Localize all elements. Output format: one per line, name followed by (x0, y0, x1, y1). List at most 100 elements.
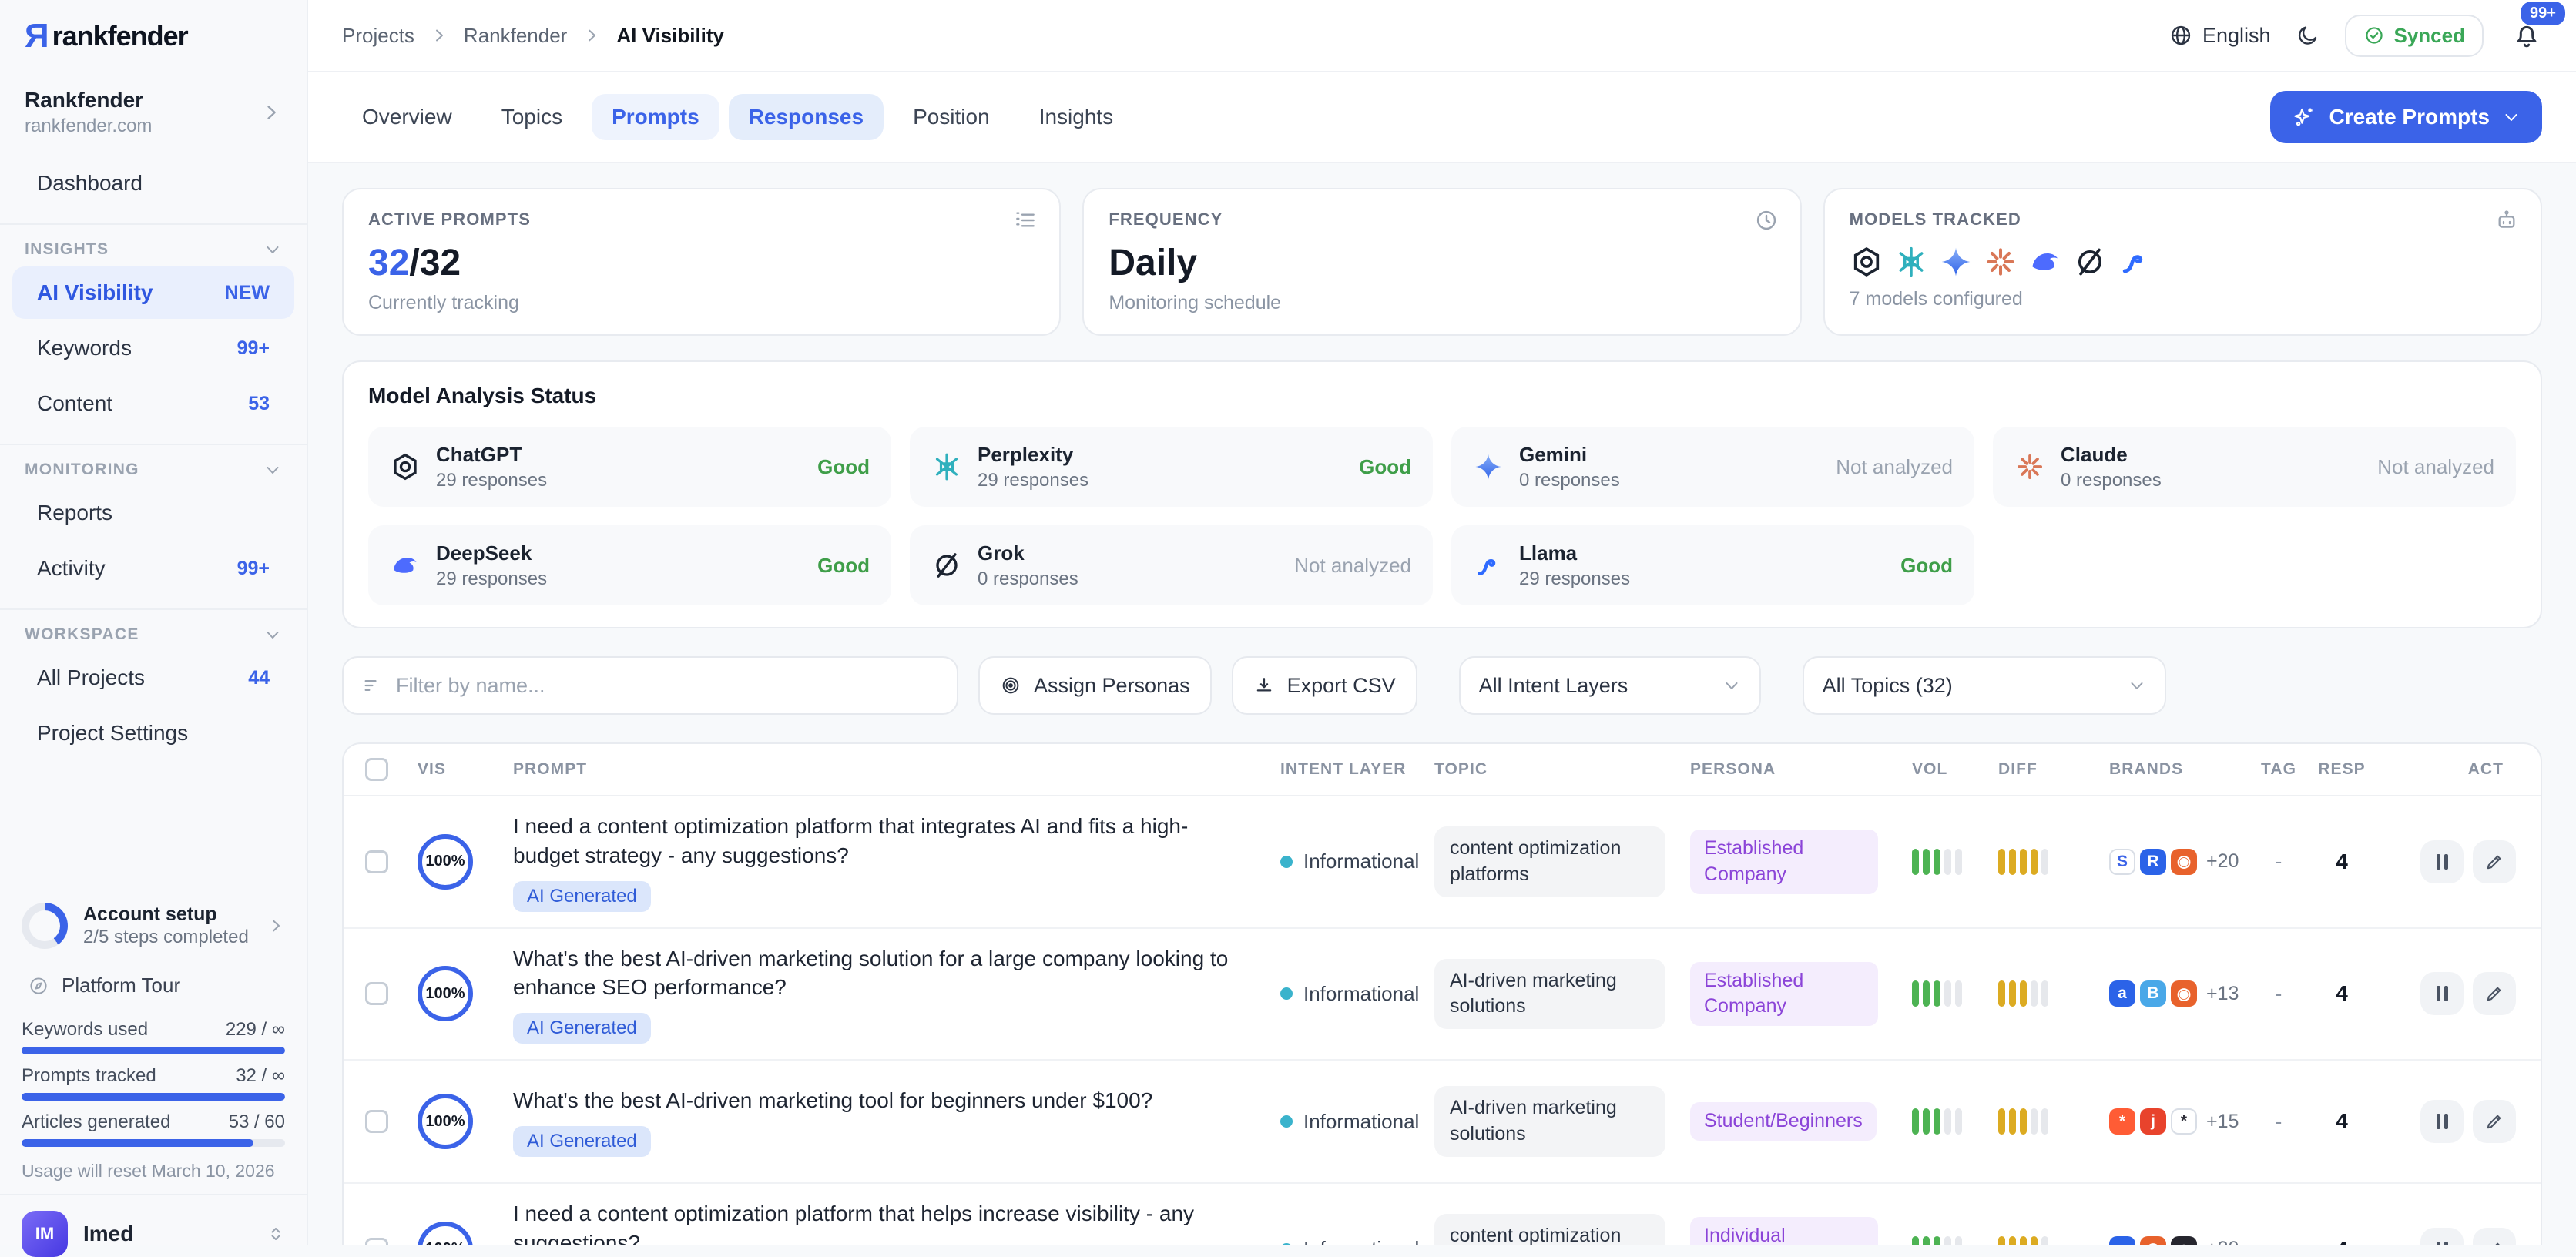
export-csv-button[interactable]: Export CSV (1231, 656, 1417, 715)
row-checkbox[interactable] (365, 1110, 388, 1134)
col-topic[interactable]: TOPIC (1434, 760, 1488, 778)
edit-button[interactable] (2473, 1227, 2516, 1245)
pause-button[interactable] (2420, 1227, 2464, 1245)
platform-tour-link[interactable]: Platform Tour (0, 961, 307, 1010)
tab-topics[interactable]: Topics (501, 105, 563, 129)
language-selector[interactable]: English (2168, 23, 2271, 48)
sidebar-item-activity[interactable]: Activity 99+ (12, 542, 294, 595)
intent-dot (1280, 987, 1293, 1001)
responses-count: 4 (2336, 1109, 2348, 1134)
table-row: 100% What's the best AI-driven marketing… (344, 929, 2541, 1061)
user-name: Imed (83, 1222, 134, 1245)
col-tag[interactable]: TAG (2261, 760, 2296, 778)
sidebar-item-content[interactable]: Content 53 (12, 377, 294, 430)
pencil-icon (2484, 983, 2505, 1004)
brand-icon: * (2109, 1108, 2135, 1135)
persona-pill: Student/Beginners (1690, 1102, 1877, 1141)
chevron-right-icon (430, 26, 448, 45)
col-vol[interactable]: VOL (1912, 760, 1948, 778)
filter-bar: Assign Personas Export CSV All Intent La… (342, 656, 2542, 715)
project-switcher[interactable]: Rankfender rankfender.com (0, 72, 307, 156)
edit-button[interactable] (2473, 972, 2516, 1016)
persona-pill: Individual Professional (1690, 1217, 1878, 1245)
sidebar: Я rankfender Rankfender rankfender.com D… (0, 0, 308, 1257)
col-prompt[interactable]: PROMPT (513, 760, 588, 778)
notifications-button[interactable]: 99+ (2511, 2, 2565, 51)
sync-status[interactable]: Synced (2344, 14, 2484, 57)
prompt-text[interactable]: I need a content optimization platform t… (513, 1202, 1195, 1245)
section-workspace[interactable]: WORKSPACE (0, 610, 307, 650)
grok-icon (931, 550, 962, 581)
tab-prompts[interactable]: Prompts (592, 94, 719, 140)
breadcrumb-project[interactable]: Rankfender (463, 23, 568, 47)
platform-tour-label: Platform Tour (62, 974, 181, 997)
pause-button[interactable] (2420, 972, 2464, 1016)
topics-dropdown[interactable]: All Topics (32) (1802, 656, 2166, 715)
pause-button[interactable] (2420, 840, 2464, 883)
create-prompts-button[interactable]: Create Prompts (2270, 91, 2542, 143)
card-subtitle: Currently tracking (368, 292, 519, 313)
topbar-actions: English Synced 99+ (2168, 2, 2565, 57)
col-intent[interactable]: INTENT LAYER (1280, 760, 1407, 778)
sidebar-item-ai-visibility[interactable]: AI Visibility NEW (12, 266, 294, 319)
prompt-text[interactable]: What's the best AI-driven marketing tool… (513, 1088, 1153, 1113)
intent-layer: Informational (1280, 850, 1434, 873)
tab-position[interactable]: Position (913, 105, 990, 129)
tab-insights[interactable]: Insights (1038, 105, 1114, 129)
row-checkbox[interactable] (365, 1237, 388, 1245)
edit-button[interactable] (2473, 840, 2516, 883)
intent-dropdown-value: All Intent Layers (1478, 673, 1628, 697)
topics-dropdown-value: All Topics (32) (1822, 673, 1953, 697)
sidebar-item-all-projects[interactable]: All Projects 44 (12, 652, 294, 704)
divider (0, 608, 307, 610)
app-logo[interactable]: Я rankfender (0, 0, 307, 72)
filter-input[interactable] (396, 673, 938, 698)
col-vis[interactable]: VIS (418, 760, 446, 778)
user-menu[interactable]: IM Imed (0, 1194, 307, 1257)
filter-search (342, 656, 958, 715)
volume-bars (1912, 848, 1998, 875)
col-resp[interactable]: RESP (2318, 760, 2366, 778)
row-checkbox[interactable] (365, 982, 388, 1006)
gemini-icon (1473, 451, 1504, 482)
sidebar-item-label: Content (37, 391, 113, 415)
select-all-checkbox[interactable] (365, 758, 388, 781)
logo-text: rankfender (52, 20, 189, 52)
visibility-score: 100% (418, 833, 473, 890)
usage-bar (22, 1139, 285, 1147)
sidebar-item-project-settings[interactable]: Project Settings (12, 707, 294, 759)
tab-overview[interactable]: Overview (362, 105, 452, 129)
row-checkbox[interactable] (365, 850, 388, 873)
col-persona[interactable]: PERSONA (1690, 760, 1776, 778)
brands-cell: * j * +15 (2109, 1108, 2254, 1135)
brand-icon: R (2140, 848, 2166, 875)
col-diff[interactable]: DIFF (1998, 760, 2038, 778)
table-row: 100% What's the best AI-driven marketing… (344, 1061, 2541, 1185)
section-label: INSIGHTS (25, 240, 109, 258)
sidebar-item-reports[interactable]: Reports (12, 487, 294, 539)
sidebar-item-keywords[interactable]: Keywords 99+ (12, 322, 294, 374)
sidebar-item-label: AI Visibility (37, 280, 153, 304)
intent-layer-dropdown[interactable]: All Intent Layers (1458, 656, 1761, 715)
chevron-down-icon (2128, 676, 2146, 695)
tab-responses[interactable]: Responses (728, 94, 884, 140)
dark-mode-toggle[interactable] (2296, 23, 2320, 48)
section-monitoring[interactable]: MONITORING (0, 445, 307, 485)
persona-pill: Established Company (1690, 830, 1878, 894)
grok-icon (2073, 245, 2107, 279)
prompt-text[interactable]: What's the best AI-driven marketing solu… (513, 946, 1229, 1000)
chevron-down-icon (263, 461, 282, 479)
assign-personas-button[interactable]: Assign Personas (978, 656, 1212, 715)
sidebar-item-dashboard[interactable]: Dashboard (12, 157, 294, 210)
status-label: Good (1900, 553, 1953, 577)
pause-button[interactable] (2420, 1100, 2464, 1144)
usage-value: 32 / ∞ (236, 1065, 285, 1086)
deepseek-icon (2028, 245, 2062, 279)
breadcrumb-projects[interactable]: Projects (342, 23, 414, 47)
account-setup[interactable]: Account setup 2/5 steps completed (0, 890, 307, 961)
section-insights[interactable]: INSIGHTS (0, 225, 307, 265)
col-brands[interactable]: BRANDS (2109, 760, 2184, 778)
edit-button[interactable] (2473, 1100, 2516, 1144)
prompt-text[interactable]: I need a content optimization platform t… (513, 814, 1189, 867)
table-row: 100% I need a content optimization platf… (344, 1184, 2541, 1245)
